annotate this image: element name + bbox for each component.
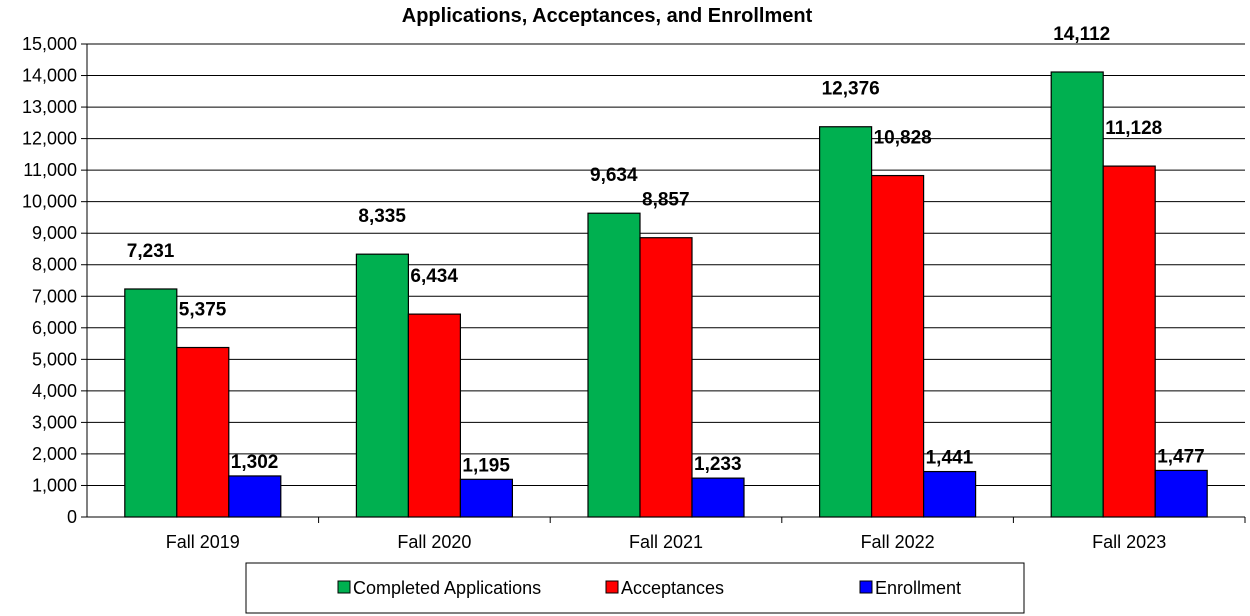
- data-labels: 7,231 5,375 1,302 8,335 6,434 1,195 9,6348,857…: [127, 24, 1205, 476]
- y-tick-label: 10,000: [22, 192, 77, 212]
- y-tick-label: 4,000: [32, 381, 77, 401]
- bars: [124, 71, 1208, 518]
- bar: [587, 212, 641, 518]
- y-tick-label: 12,000: [22, 129, 77, 149]
- data-label: 8,857: [642, 190, 690, 211]
- y-tick-label: 7,000: [32, 286, 77, 306]
- legend-label: Acceptances: [621, 578, 724, 598]
- x-tick-label: Fall 2023: [1092, 532, 1166, 552]
- y-tick-label: 15,000: [22, 34, 77, 54]
- data-label: 14,112: [1053, 24, 1110, 45]
- y-tick-label: 14,000: [22, 66, 77, 86]
- bar: [870, 174, 925, 518]
- data-label: 5,375: [179, 300, 227, 321]
- data-label: 1,233: [694, 454, 742, 475]
- bar: [1154, 469, 1208, 518]
- bar: [1102, 165, 1156, 518]
- data-label: 9,634: [590, 165, 638, 186]
- data-label: 8,335: [358, 206, 406, 227]
- bar: [1050, 71, 1104, 518]
- bar: [355, 253, 409, 518]
- data-label: 1,195: [462, 455, 510, 476]
- data-label: 1,441: [926, 448, 974, 469]
- chart-title: Applications, Acceptances, and Enrollmen…: [402, 5, 813, 27]
- legend-label: Completed Applications: [353, 578, 541, 598]
- bar: [228, 475, 282, 518]
- y-tick-label: 11,000: [23, 160, 77, 180]
- data-label: 12,376: [822, 79, 880, 100]
- bar: [459, 478, 513, 518]
- data-label: 1,302: [231, 452, 279, 473]
- bar: [639, 237, 693, 518]
- y-tick-label: 6,000: [32, 318, 77, 338]
- x-tick-label: Fall 2021: [629, 532, 703, 552]
- y-tick-label: 2,000: [32, 444, 77, 464]
- data-label: 10,828: [874, 128, 932, 149]
- y-tick-label: 8,000: [32, 255, 77, 275]
- legend-label: Enrollment: [875, 578, 961, 598]
- y-tick-label: 13,000: [22, 97, 77, 117]
- y-axis-ticks: 0 1,000 2,000 3,000 4,000 5,000 6,000 7,000 8,00…: [22, 34, 87, 527]
- legend-swatch: [859, 580, 873, 594]
- data-label: 1,477: [1157, 446, 1205, 467]
- y-tick-label: 1,000: [32, 475, 77, 495]
- y-tick-label: 9,000: [32, 223, 77, 243]
- bar: [818, 126, 873, 518]
- data-label: 6,434: [410, 266, 458, 287]
- y-tick-label: 0: [67, 507, 77, 527]
- x-tick-label: Fall 2022: [861, 532, 935, 552]
- bar: [922, 470, 977, 518]
- legend-box: [245, 562, 1025, 614]
- legend-swatch: [337, 580, 351, 594]
- x-tick-label: Fall 2020: [397, 532, 471, 552]
- legend: Completed Applications Acceptances Enrollm…: [245, 562, 1025, 614]
- bar: [124, 288, 178, 518]
- y-tick-label: 3,000: [32, 412, 77, 432]
- legend-swatch: [605, 580, 619, 594]
- bar: [407, 313, 461, 518]
- bar: [691, 477, 745, 518]
- bar: [176, 346, 230, 518]
- data-label: 7,231: [127, 241, 175, 262]
- x-axis-ticks: Fall 2019 Fall 2020 Fall 2021 Fall 2022 Fall…: [166, 517, 1246, 552]
- data-label: 11,128: [1105, 118, 1162, 139]
- x-tick-label: Fall 2019: [166, 532, 240, 552]
- y-tick-label: 5,000: [32, 349, 77, 369]
